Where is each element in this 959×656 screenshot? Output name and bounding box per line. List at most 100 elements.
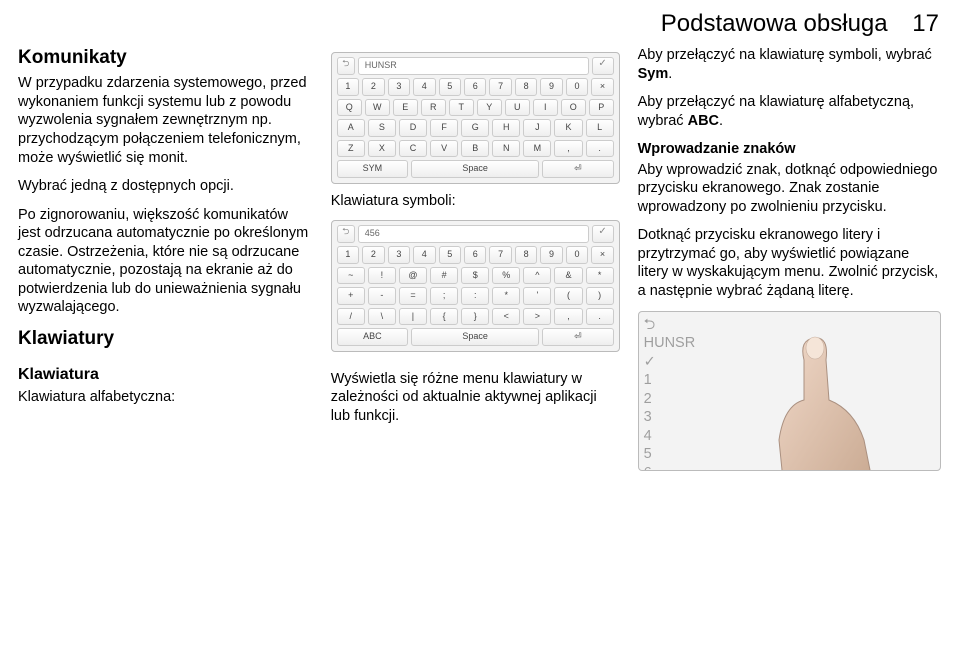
key: 4: [413, 246, 435, 264]
key-row: ~!@#$%^&*: [337, 267, 614, 285]
para-hold-char: Dotknąć przycisku ekranowego litery i pr…: [638, 226, 941, 300]
text: .: [719, 113, 723, 129]
key: (: [554, 287, 582, 305]
columns: Komunikaty W przypadku zdarzenia systemo…: [18, 46, 941, 471]
key: =: [399, 287, 427, 305]
key: \: [368, 308, 396, 326]
key: V: [430, 140, 458, 158]
sym-key: SYM: [337, 160, 408, 178]
keyboard-symbol-display: 456: [358, 225, 589, 243]
key: ;: [430, 287, 458, 305]
space-key: Space: [411, 328, 539, 346]
key: /: [337, 308, 365, 326]
key: :: [461, 287, 489, 305]
para-switch-sym: Aby przełączyć na klawiaturę symboli, wy…: [638, 46, 941, 83]
display-text: 456: [365, 228, 380, 240]
key: C: [399, 140, 427, 158]
bold-abc: ABC: [688, 113, 719, 129]
key: I: [533, 99, 558, 117]
keyboard-alpha-display: HUNSR: [358, 57, 589, 75]
key: X: [368, 140, 396, 158]
para-1: W przypadku zdarzenia systemowego, przed…: [18, 74, 313, 167]
key: 5: [439, 246, 461, 264]
key: *: [492, 287, 520, 305]
key: 6: [464, 246, 486, 264]
text: .: [668, 66, 672, 82]
back-icon: ⮌: [337, 225, 355, 243]
key: B: [461, 140, 489, 158]
para-3: Po zignorowaniu, większość komunikatów j…: [18, 206, 313, 317]
abc-key: ABC: [337, 328, 408, 346]
key: @: [399, 267, 427, 285]
key: ': [523, 287, 551, 305]
page-header: Podstawowa obsługa 17: [18, 10, 941, 38]
key: !: [368, 267, 396, 285]
heading-komunikaty: Komunikaty: [18, 46, 313, 70]
keyboard-touch-illustration: ⮌ HUNSR ✓ 1234567890× ÒÓÔÕÖŐŪÛÜ QWERTYUI…: [638, 311, 941, 471]
key-row: /\|{}<>,.: [337, 308, 614, 326]
keyboard-symbol: ⮌ 456 ✓ 1234567890× ~!@#$%^&* +-=;:*'() …: [331, 220, 620, 352]
text: Aby przełączyć na klawiaturę symboli, wy…: [638, 47, 932, 63]
keyboard-alpha: ⮌ HUNSR ✓ 1234567890× QWERTYUIOP ASDFGHJ…: [331, 52, 620, 184]
footer-note: Wyświetla się różne menu klawiatury w za…: [331, 370, 620, 426]
column-right: Aby przełączyć na klawiaturę symboli, wy…: [638, 46, 941, 471]
key: K: [554, 119, 582, 137]
key: 1: [337, 78, 359, 96]
key: 4: [413, 78, 435, 96]
para-4: Klawiatura alfabetyczna:: [18, 388, 313, 407]
key: W: [365, 99, 390, 117]
key: 7: [489, 78, 511, 96]
back-icon: ⮌: [337, 57, 355, 75]
key: Z: [337, 140, 365, 158]
column-middle: ⮌ HUNSR ✓ 1234567890× QWERTYUIOP ASDFGHJ…: [331, 46, 620, 471]
caption-symbol-kb: Klawiatura symboli:: [331, 192, 620, 211]
key: 3: [388, 78, 410, 96]
key: 1: [337, 246, 359, 264]
key: 7: [489, 246, 511, 264]
key: R: [421, 99, 446, 117]
key: 2: [362, 78, 384, 96]
key: F: [430, 119, 458, 137]
subheading-klawiatura: Klawiatura: [18, 365, 313, 385]
key-row: ASDFGHJKL: [337, 119, 614, 137]
bold-sym: Sym: [638, 66, 669, 82]
key: L: [586, 119, 614, 137]
heading-klawiatury: Klawiatury: [18, 327, 313, 351]
key: H: [492, 119, 520, 137]
key: 3: [388, 246, 410, 264]
key-row: 1234567890×: [337, 78, 614, 96]
key: U: [505, 99, 530, 117]
para-switch-abc: Aby przełączyć na klawiaturę alfabetyczn…: [638, 93, 941, 130]
key: >: [523, 308, 551, 326]
key: -: [368, 287, 396, 305]
key: O: [561, 99, 586, 117]
key: }: [461, 308, 489, 326]
key: %: [492, 267, 520, 285]
key: 0: [566, 78, 588, 96]
key: T: [449, 99, 474, 117]
key: N: [492, 140, 520, 158]
key: G: [461, 119, 489, 137]
key: ~: [337, 267, 365, 285]
enter-key: ⏎: [542, 328, 613, 346]
key: 9: [540, 246, 562, 264]
key: #: [430, 267, 458, 285]
para-2: Wybrać jedną z dostępnych opcji.: [18, 177, 313, 196]
key: *: [586, 267, 614, 285]
key: 0: [566, 246, 588, 264]
column-left: Komunikaty W przypadku zdarzenia systemo…: [18, 46, 313, 471]
key-row: QWERTYUIOP: [337, 99, 614, 117]
key-row: ZXCVBNM,.: [337, 140, 614, 158]
key: S: [368, 119, 396, 137]
key: .: [586, 140, 614, 158]
key: ×: [591, 78, 613, 96]
key: 8: [515, 246, 537, 264]
key: <: [492, 308, 520, 326]
display-text: HUNSR: [365, 60, 397, 72]
key: Y: [477, 99, 502, 117]
key: 9: [540, 78, 562, 96]
key: E: [393, 99, 418, 117]
display-text: HUNSR: [644, 335, 696, 351]
key: M: [523, 140, 551, 158]
key: Q: [337, 99, 362, 117]
